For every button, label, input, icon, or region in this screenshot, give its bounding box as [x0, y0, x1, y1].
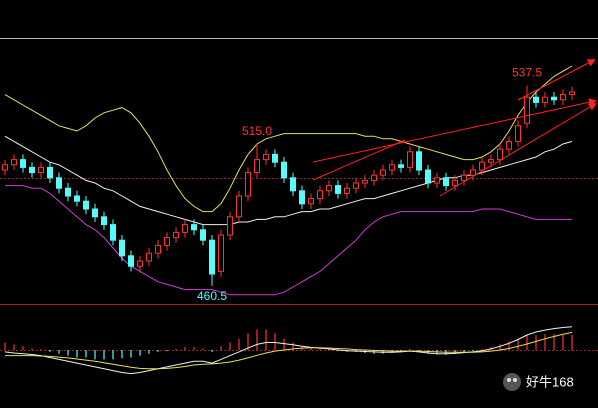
candle-body: [146, 252, 152, 262]
watermark-text: 好牛168: [526, 374, 574, 389]
candle-body: [497, 148, 503, 161]
plot-area: 515.0 460.5 537.5: [2, 65, 575, 375]
candle-body: [434, 177, 440, 184]
candle-body: [137, 260, 143, 267]
candle-body: [506, 140, 512, 150]
candle-body: [29, 166, 35, 174]
candle-body: [560, 94, 566, 101]
candle-body: [83, 200, 89, 210]
candle-body: [353, 182, 359, 189]
candle-body: [515, 125, 521, 142]
candle-body: [263, 153, 269, 161]
candle-body: [452, 179, 458, 187]
band-line: [5, 185, 572, 296]
macd-line: [5, 331, 573, 370]
candle-body: [443, 177, 449, 187]
candle-body: [218, 234, 224, 272]
candle-body: [119, 239, 125, 257]
candle-body: [128, 255, 134, 267]
candle-body: [344, 187, 350, 194]
candle-body: [20, 159, 26, 168]
candle-body: [92, 208, 98, 218]
candle-body: [362, 179, 368, 184]
watermark-icon: [507, 378, 511, 382]
candle-body: [317, 190, 323, 200]
candle-body: [11, 159, 17, 166]
candle-body: [335, 185, 341, 194]
candle-body: [227, 216, 233, 236]
trend-line: [439, 102, 597, 197]
candle-body: [200, 229, 206, 241]
candle-body: [47, 166, 53, 179]
candle-body: [425, 169, 431, 184]
candle-body: [380, 169, 386, 176]
candle-body: [533, 96, 539, 103]
candle-body: [407, 151, 413, 168]
candle-body: [470, 169, 476, 176]
candle-body: [182, 224, 188, 233]
trend-line: [312, 139, 406, 181]
candle-body: [461, 174, 467, 181]
candle-body: [254, 159, 260, 174]
watermark-icon: [513, 378, 517, 382]
candle-body: [389, 164, 395, 171]
candle-body: [272, 153, 278, 163]
price-annotation: 460.5: [197, 289, 227, 303]
candle-body: [236, 195, 242, 218]
candle-body: [416, 151, 422, 171]
candle-body: [281, 161, 287, 179]
price-annotation: 537.5: [512, 66, 542, 80]
candle-body: [245, 172, 251, 197]
candle-body: [101, 216, 107, 226]
band-line: [4, 65, 573, 213]
watermark: 好牛168: [503, 373, 574, 391]
price-annotation: 515.0: [242, 124, 272, 138]
candle-body: [326, 185, 332, 192]
candle-body: [155, 244, 161, 254]
candle-body: [110, 224, 116, 241]
candle-body: [74, 195, 80, 202]
trend-line: [517, 59, 596, 101]
candle-body: [551, 96, 557, 101]
candle-body: [371, 174, 377, 181]
candle-body: [2, 164, 8, 171]
candle-body: [542, 96, 548, 103]
macd-line: [4, 326, 573, 375]
watermark-icon: [503, 373, 521, 391]
candle-body: [398, 164, 404, 168]
candle-body: [488, 159, 494, 163]
candle-body: [290, 177, 296, 192]
candle-body: [38, 166, 44, 174]
candle-body: [479, 161, 485, 171]
candle-body: [299, 190, 305, 205]
candle-body: [164, 237, 170, 246]
candle-body: [56, 177, 62, 189]
candle-body: [308, 198, 314, 205]
candle-body: [524, 96, 530, 124]
candle-body: [209, 239, 215, 275]
candle-body: [191, 224, 197, 231]
trend-line: [312, 98, 597, 163]
candle-body: [65, 187, 71, 197]
candle-body: [173, 231, 179, 239]
candle-body: [569, 91, 575, 96]
